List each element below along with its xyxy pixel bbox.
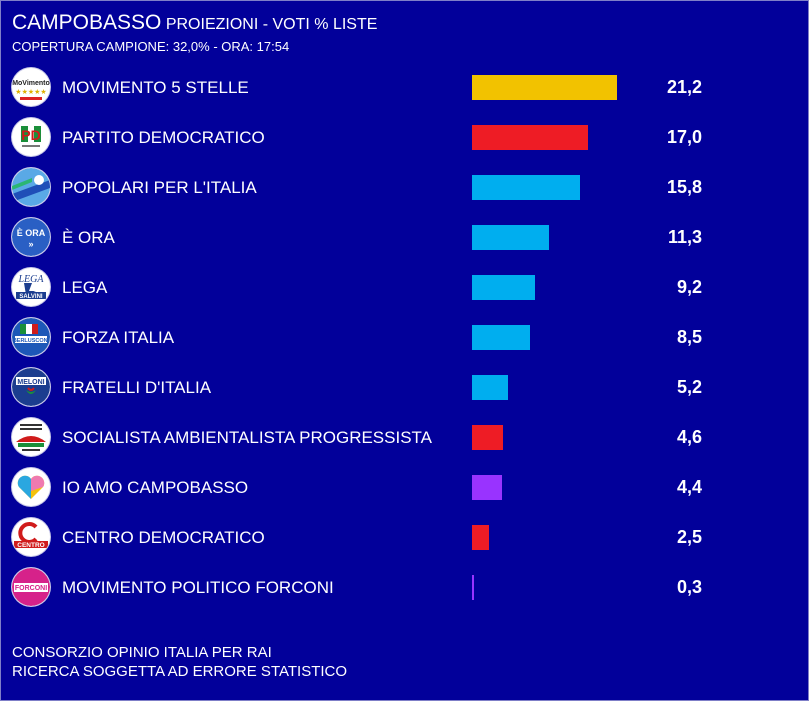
vote-bar [472, 475, 502, 500]
svg-text:È ORA: È ORA [17, 228, 46, 238]
error-note: RICERCA SOGGETTA AD ERRORE STATISTICO [12, 663, 348, 680]
party-row: BERLUSCONI FORZA ITALIA 8,5 [1, 313, 808, 363]
party-name: PARTITO DEMOCRATICO [62, 128, 265, 147]
svg-text:CENTRO: CENTRO [17, 542, 44, 549]
svg-text:BERLUSCONI: BERLUSCONI [13, 338, 50, 344]
vote-bar [472, 175, 580, 200]
svg-text:MoVimento: MoVimento [12, 80, 50, 87]
vote-percentage: 9,2 [676, 277, 702, 297]
party-row: È ORA» È ORA 11,3 [1, 213, 808, 263]
vote-percentage: 4,4 [676, 477, 702, 497]
source-note: CONSORZIO OPINIO ITALIA PER RAI [12, 644, 272, 661]
vote-bar [472, 325, 530, 350]
city-name: CAMPOBASSO [12, 11, 162, 34]
vote-percentage: 21,2 [666, 77, 702, 97]
vote-percentage: 15,8 [666, 177, 702, 197]
vote-bar [472, 275, 535, 300]
party-name: È ORA [62, 228, 115, 247]
e-ora-logo: È ORA» [12, 218, 50, 256]
party-name: LEGA [62, 278, 108, 297]
forconi-logo: FORCONI [12, 568, 50, 606]
svg-text:LEGA: LEGA [18, 274, 45, 285]
party-row: PD PARTITO DEMOCRATICO 17,0 [1, 113, 808, 163]
party-name: MOVIMENTO POLITICO FORCONI [62, 578, 334, 597]
svg-text:FORCONI: FORCONI [15, 585, 47, 592]
party-row: MELONI FRATELLI D'ITALIA 5,2 [1, 363, 808, 413]
vote-bar [472, 425, 503, 450]
vote-percentage: 17,0 [666, 127, 702, 147]
io-amo-logo [12, 468, 50, 506]
chart-title: CAMPOBASSO PROIEZIONI - VOTI % LISTE [12, 11, 377, 35]
pd-logo: PD [12, 118, 50, 156]
party-row: LEGA SALVINI LEGA 9,2 [1, 263, 808, 313]
forza-italia-logo: BERLUSCONI [12, 318, 50, 356]
popolari-logo [12, 168, 50, 206]
vote-percentage: 11,3 [667, 227, 702, 247]
vote-bar [472, 225, 549, 250]
svg-text:PD: PD [21, 127, 40, 143]
party-row: SOCIALISTA AMBIENTALISTA PROGRESSISTA 4,6 [1, 413, 808, 463]
party-name: CENTRO DEMOCRATICO [62, 528, 265, 547]
centro-democratico-logo: CENTRO [12, 518, 50, 556]
vote-percentage: 5,2 [676, 377, 702, 397]
vote-percentage: 0,3 [676, 577, 702, 597]
vote-percentage: 4,6 [676, 427, 702, 447]
vote-bar [472, 75, 617, 100]
svg-text:★★★★★: ★★★★★ [15, 88, 46, 96]
vote-percentage: 8,5 [676, 327, 702, 347]
party-name: FORZA ITALIA [62, 328, 175, 347]
party-row: POPOLARI PER L'ITALIA 15,8 [1, 163, 808, 213]
coverage-info: COPERTURA CAMPIONE: 32,0% - ORA: 17:54 [12, 39, 290, 54]
party-name: FRATELLI D'ITALIA [62, 378, 212, 397]
party-row: FORCONI MOVIMENTO POLITICO FORCONI 0,3 [1, 563, 808, 613]
vote-bar [472, 575, 474, 600]
lega-logo: LEGA SALVINI [12, 268, 50, 306]
party-name: MOVIMENTO 5 STELLE [62, 78, 249, 97]
party-row: IO AMO CAMPOBASSO 4,4 [1, 463, 808, 513]
vote-bar [472, 125, 588, 150]
party-name: SOCIALISTA AMBIENTALISTA PROGRESSISTA [62, 428, 433, 447]
footer-notes: CONSORZIO OPINIO ITALIA PER RAI RICERCA … [12, 643, 347, 681]
svg-text:»: » [28, 239, 33, 249]
svg-text:MELONI: MELONI [17, 379, 44, 386]
socialista-logo [12, 418, 50, 456]
party-row: CENTRO CENTRO DEMOCRATICO 2,5 [1, 513, 808, 563]
vote-percentage: 2,5 [676, 527, 702, 547]
party-name: IO AMO CAMPOBASSO [62, 478, 249, 497]
fratelli-italia-logo: MELONI [12, 368, 50, 406]
svg-text:SALVINI: SALVINI [19, 294, 43, 300]
party-name: POPOLARI PER L'ITALIA [62, 178, 257, 197]
vote-bar [472, 525, 489, 550]
m5s-logo: MoVimento ★★★★★ [12, 68, 50, 106]
party-row: MoVimento ★★★★★ MOVIMENTO 5 STELLE 21,2 [1, 63, 808, 113]
vote-bar [472, 375, 508, 400]
chart-subtitle: PROIEZIONI - VOTI % LISTE [165, 16, 378, 33]
